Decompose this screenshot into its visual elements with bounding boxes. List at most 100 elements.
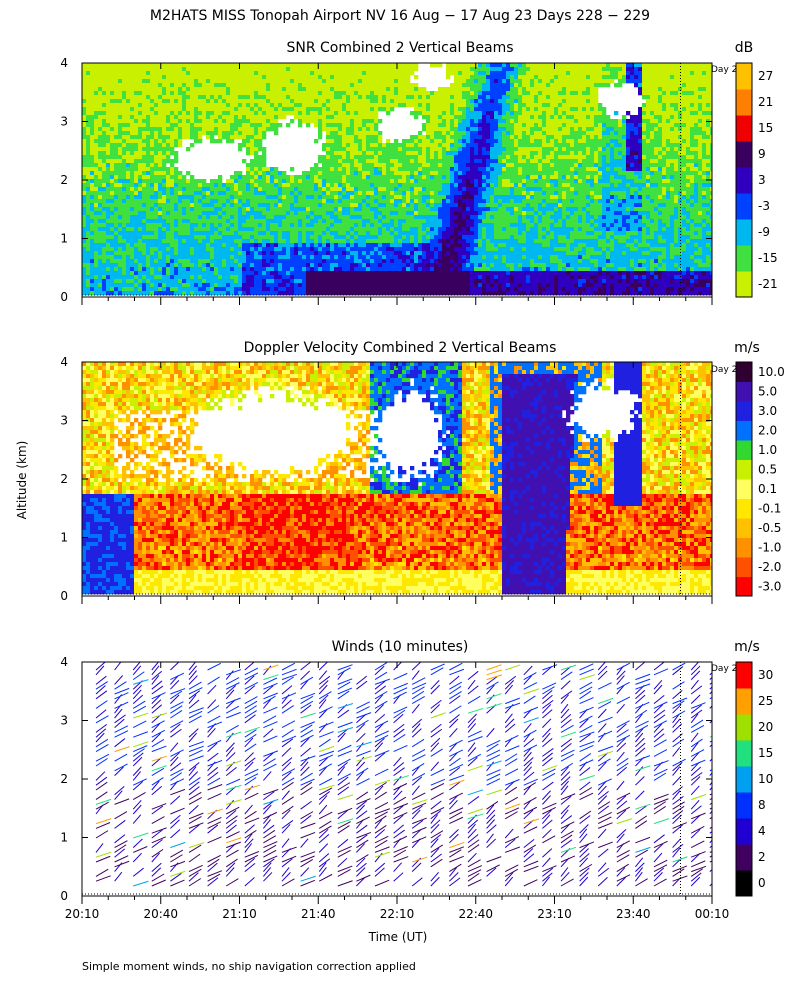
heatmap-cell: [150, 183, 155, 188]
heatmap-cell: [114, 199, 119, 204]
heatmap-cell: [358, 131, 363, 136]
heatmap-cell: [406, 195, 411, 200]
heatmap-cell: [658, 187, 663, 192]
heatmap-cell: [130, 139, 135, 144]
heatmap-cell: [610, 199, 615, 204]
heatmap-cell: [222, 123, 227, 128]
heatmap-cell: [338, 187, 343, 192]
heatmap-cell: [238, 91, 243, 96]
heatmap-cell: [646, 139, 651, 144]
heatmap-cell: [162, 67, 167, 72]
heatmap-cell: [454, 147, 459, 152]
heatmap-cell: [158, 175, 163, 180]
heatmap-cell: [634, 183, 639, 188]
heatmap-cell: [190, 63, 195, 68]
heatmap-cell: [482, 199, 487, 204]
heatmap-cell: [418, 143, 423, 148]
heatmap-cell: [250, 127, 255, 132]
heatmap-cell: [506, 163, 511, 168]
heatmap-cell: [654, 183, 659, 188]
heatmap-cell: [230, 135, 235, 140]
heatmap-cell: [630, 139, 635, 144]
heatmap-cell: [454, 155, 459, 160]
heatmap-cell: [486, 91, 491, 96]
heatmap-cell: [586, 143, 591, 148]
heatmap-cell: [538, 83, 543, 88]
heatmap-cell: [702, 143, 707, 148]
heatmap-cell: [294, 183, 299, 188]
heatmap-cell: [150, 75, 155, 80]
heatmap-cell: [434, 187, 439, 192]
heatmap-cell: [170, 187, 175, 192]
heatmap-cell: [170, 67, 175, 72]
heatmap-cell: [494, 139, 499, 144]
heatmap-cell: [706, 79, 711, 84]
heatmap-cell: [390, 91, 395, 96]
heatmap-cell: [702, 131, 707, 136]
heatmap-cell: [662, 195, 667, 200]
heatmap-cell: [110, 83, 115, 88]
heatmap-cell: [82, 91, 87, 96]
heatmap-cell: [222, 111, 227, 116]
heatmap-cell: [530, 155, 535, 160]
heatmap-cell: [458, 83, 463, 88]
heatmap-cell: [570, 131, 575, 136]
heatmap-cell: [274, 191, 279, 196]
heatmap-cell: [350, 147, 355, 152]
heatmap-cell: [386, 67, 391, 72]
heatmap-cell: [562, 159, 567, 164]
heatmap-cell: [594, 175, 599, 180]
heatmap-cell: [210, 107, 215, 112]
heatmap-cell: [310, 195, 315, 200]
heatmap-cell: [506, 83, 511, 88]
heatmap-cell: [634, 115, 639, 120]
heatmap-cell: [686, 135, 691, 140]
heatmap-cell: [554, 111, 559, 116]
heatmap-cell: [542, 151, 547, 156]
heatmap-cell: [150, 131, 155, 136]
heatmap-cell: [362, 71, 367, 76]
heatmap-cell: [102, 187, 107, 192]
heatmap-cell: [210, 187, 215, 192]
heatmap-cell: [578, 95, 583, 100]
heatmap-cell: [490, 119, 495, 124]
heatmap-cell: [334, 103, 339, 108]
heatmap-cell: [398, 143, 403, 148]
heatmap-cell: [690, 187, 695, 192]
heatmap-cell: [110, 95, 115, 100]
heatmap-cell: [382, 99, 387, 104]
heatmap-cell: [346, 179, 351, 184]
heatmap-cell: [662, 127, 667, 132]
heatmap-cell: [234, 119, 239, 124]
heatmap-cell: [122, 191, 127, 196]
heatmap-cell: [330, 99, 335, 104]
heatmap-cell: [486, 103, 491, 108]
heatmap-cell: [174, 119, 179, 124]
heatmap-cell: [334, 91, 339, 96]
heatmap-cell: [326, 143, 331, 148]
heatmap-cell: [614, 179, 619, 184]
heatmap-cell: [562, 119, 567, 124]
heatmap-cell: [430, 99, 435, 104]
heatmap-cell: [290, 187, 295, 192]
heatmap-cell: [658, 131, 663, 136]
heatmap-cell: [162, 127, 167, 132]
heatmap-cell: [650, 67, 655, 72]
heatmap-cell: [158, 155, 163, 160]
heatmap-cell: [574, 75, 579, 80]
heatmap-cell: [286, 79, 291, 84]
heatmap-cell: [334, 83, 339, 88]
heatmap-cell: [490, 147, 495, 152]
heatmap-cell: [518, 183, 523, 188]
heatmap-cell: [674, 87, 679, 92]
heatmap-cell: [710, 123, 712, 128]
heatmap-cell: [558, 87, 563, 92]
heatmap-cell: [510, 167, 515, 172]
heatmap-cell: [670, 143, 675, 148]
heatmap-cell: [126, 103, 131, 108]
heatmap-cell: [558, 103, 563, 108]
heatmap-cell: [210, 63, 215, 68]
heatmap-cell: [690, 75, 695, 80]
heatmap-cell: [374, 151, 379, 156]
heatmap-cell: [250, 111, 255, 116]
